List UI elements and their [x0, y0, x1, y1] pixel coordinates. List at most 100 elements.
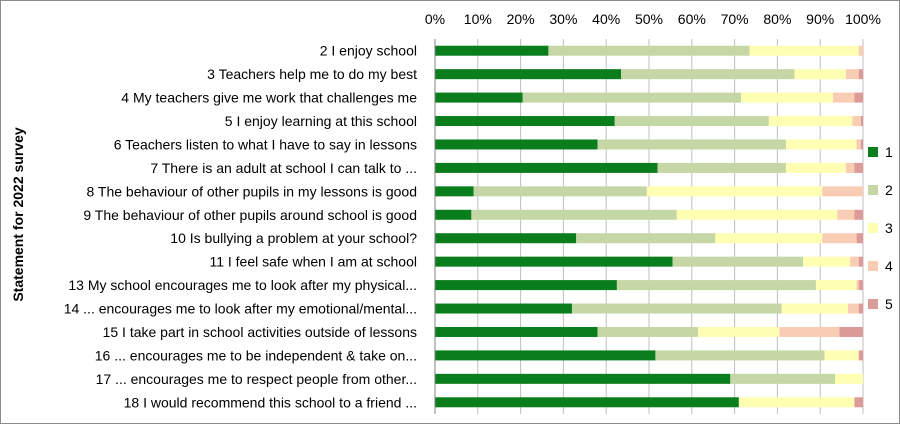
bar-segment-1 — [435, 373, 731, 384]
bar-segment-5 — [854, 397, 863, 408]
bar-segment-3 — [676, 209, 838, 220]
x-tick-label: 0% — [425, 11, 445, 27]
bar-segment-3 — [738, 397, 855, 408]
bar-segment-5 — [858, 69, 863, 80]
bar-segment-5 — [858, 280, 863, 291]
category-label: 7 There is an adult at school I can talk… — [150, 160, 417, 176]
y-axis-title: Statement for 2022 survey — [10, 127, 26, 302]
bar-segment-4 — [858, 45, 863, 56]
bar-segment-2 — [548, 45, 750, 56]
legend-label: 2 — [885, 182, 893, 198]
legend-swatch-3 — [868, 223, 878, 233]
bar-segment-1 — [435, 116, 615, 127]
bar-segment-1 — [435, 139, 598, 150]
bar-segment-1 — [435, 326, 598, 337]
category-label: 11 I feel safe when I am at school — [209, 254, 417, 270]
category-labels: 2 I enjoy school 3 Teachers help me to do… — [64, 43, 418, 411]
bar-segment-1 — [435, 256, 673, 267]
bar-segment-2 — [672, 256, 804, 267]
bar-segment-4 — [852, 116, 861, 127]
category-label: 13 My school encourages me to look after… — [68, 277, 417, 293]
bar-segment-2 — [471, 209, 677, 220]
category-label: 6 Teachers listen to what I have to say … — [114, 136, 417, 152]
bar-segment-3 — [785, 139, 857, 150]
bar-segment-2 — [616, 280, 816, 291]
bar-segment-5 — [839, 326, 863, 337]
legend-swatch-2 — [868, 185, 878, 195]
bar-segment-4 — [845, 69, 859, 80]
bar-segment-3 — [815, 280, 857, 291]
x-tick-label: 40% — [592, 11, 620, 27]
legend-swatch-1 — [868, 147, 878, 157]
bar-segment-4 — [856, 139, 861, 150]
bar-segment-2 — [621, 69, 795, 80]
category-label: 2 I enjoy school — [320, 43, 417, 59]
category-label: 3 Teachers help me to do my best — [207, 66, 417, 82]
bar-segment-3 — [803, 256, 851, 267]
bar-segment-3 — [785, 162, 846, 173]
bar-segment-4 — [822, 233, 857, 244]
x-tick-label: 30% — [549, 11, 577, 27]
bar-segment-5 — [854, 92, 863, 103]
x-tick-label: 20% — [507, 11, 535, 27]
bar-segment-2 — [597, 326, 699, 337]
bar-segment-4 — [856, 280, 859, 291]
legend-label: 5 — [885, 296, 893, 312]
bar-segment-5 — [860, 139, 863, 150]
bar-segment-3 — [794, 69, 846, 80]
bar-segment-3 — [698, 326, 780, 337]
bar-segment-1 — [435, 92, 523, 103]
bar-segment-1 — [435, 233, 577, 244]
bar-segment-2 — [614, 116, 769, 127]
x-axis-ticks: 0% 10% 20% 30% 40% 50% 60% 70% 80% 90% 100% — [425, 11, 881, 27]
bar-segment-5 — [858, 350, 863, 361]
bars — [435, 45, 863, 408]
bar-segment-2 — [522, 92, 742, 103]
bar-segment-1 — [435, 350, 656, 361]
legend-label: 4 — [885, 258, 893, 274]
bar-segment-1 — [435, 45, 549, 56]
bar-segment-2 — [571, 303, 782, 314]
bar-segment-1 — [435, 280, 617, 291]
legend-swatch-5 — [868, 299, 878, 309]
category-label: 5 I enjoy learning at this school — [225, 113, 417, 129]
bar-segment-2 — [657, 162, 786, 173]
bar-segment-3 — [715, 233, 823, 244]
bar-segment-5 — [854, 162, 863, 173]
category-label: 9 The behaviour of other pupils around s… — [83, 207, 417, 223]
bar-segment-1 — [435, 209, 472, 220]
x-tick-label: 100% — [845, 11, 881, 27]
category-label: 18 I would recommend this school to a fr… — [124, 394, 417, 410]
bar-segment-3 — [768, 116, 853, 127]
bar-segment-3 — [824, 350, 859, 361]
bar-segment-5 — [856, 233, 863, 244]
bar-segment-1 — [435, 186, 474, 197]
category-label: 15 I take part in school activities outs… — [103, 324, 417, 340]
x-tick-label: 80% — [763, 11, 791, 27]
category-label: 4 My teachers give me work that challeng… — [121, 90, 417, 106]
legend-label: 3 — [885, 220, 893, 236]
bar-segment-1 — [435, 397, 739, 408]
bar-segment-2 — [576, 233, 716, 244]
category-label: 8 The behaviour of other pupils in my le… — [87, 183, 418, 199]
bar-segment-3 — [741, 92, 834, 103]
bar-segment-4 — [822, 186, 863, 197]
legend: 1 2 3 4 5 — [868, 144, 893, 312]
x-tick-label: 60% — [678, 11, 706, 27]
bar-segment-2 — [597, 139, 786, 150]
bar-segment-3 — [646, 186, 823, 197]
bar-segment-4 — [837, 209, 855, 220]
bar-segment-3 — [835, 373, 863, 384]
bar-segment-4 — [850, 256, 859, 267]
x-tick-label: 10% — [464, 11, 492, 27]
bar-segment-2 — [730, 373, 836, 384]
bar-segment-3 — [781, 303, 849, 314]
bar-segment-2 — [473, 186, 647, 197]
bar-segment-5 — [860, 116, 863, 127]
bar-segment-5 — [858, 256, 863, 267]
bar-segment-4 — [779, 326, 840, 337]
legend-label: 1 — [885, 144, 893, 160]
bar-segment-1 — [435, 69, 622, 80]
